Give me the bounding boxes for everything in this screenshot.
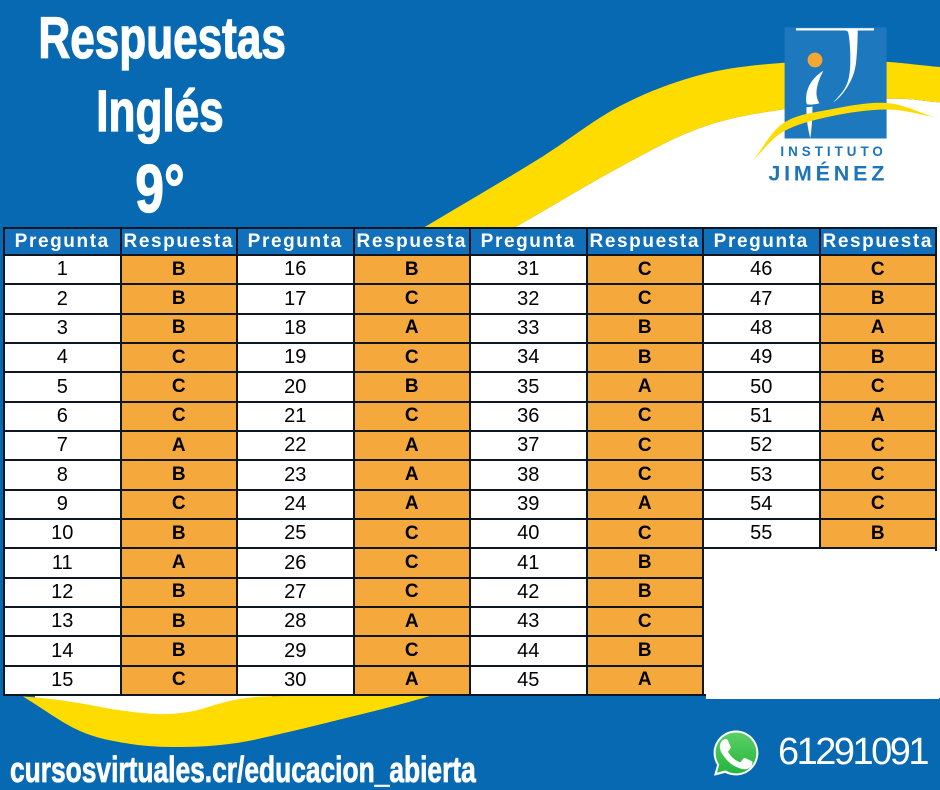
svg-text:JIMÉNEZ: JIMÉNEZ — [768, 161, 888, 186]
svg-text:INSTITUTO: INSTITUTO — [780, 144, 886, 159]
